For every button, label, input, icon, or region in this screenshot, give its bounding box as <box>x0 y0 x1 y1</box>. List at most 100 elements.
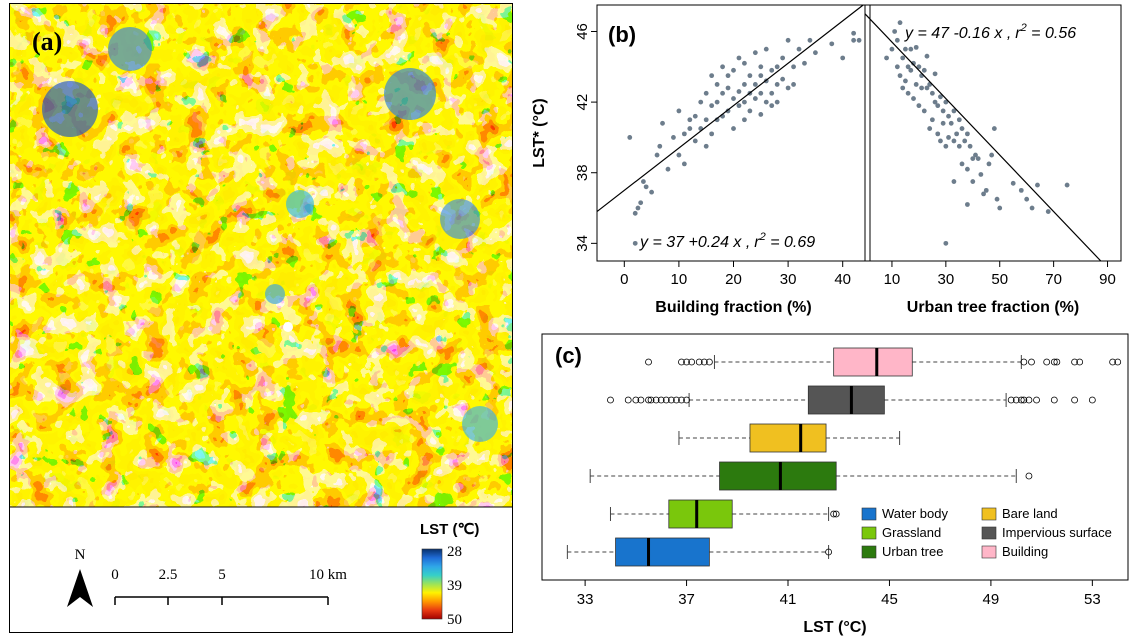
scatter-point <box>959 161 965 167</box>
scatter-point <box>742 117 747 123</box>
box-iqr <box>807 385 885 415</box>
scatter-point <box>758 90 764 96</box>
map-cool-blob <box>384 68 436 120</box>
scatter-point <box>736 55 742 61</box>
lst-legend: LST (℃) 28 39 50 <box>420 521 479 628</box>
scatter-point <box>946 113 951 119</box>
scatter-point <box>943 99 949 105</box>
box-outlier <box>652 396 660 404</box>
box-outlier <box>1025 472 1033 480</box>
scatter-point <box>632 210 638 216</box>
x-axis-label: Urban tree fraction (%) <box>907 299 1079 316</box>
scatter-point <box>911 60 916 66</box>
map-cool-blob <box>440 199 480 239</box>
scatter-point <box>703 143 709 149</box>
scatter-point <box>908 67 914 73</box>
scatter-point <box>940 108 946 114</box>
scatter-point <box>932 71 938 77</box>
scatter-point <box>802 60 807 66</box>
box-outlier <box>1053 358 1061 366</box>
lst-boxplot: (c) 33 37 41 45 49 53 LST (°C) Water body Bare la… <box>541 333 1129 636</box>
scatter-point <box>709 131 715 137</box>
scatter-point <box>905 90 911 96</box>
scatter-point <box>785 37 791 43</box>
scatter-point <box>924 85 930 91</box>
scatter-point <box>635 205 641 211</box>
scatter-point <box>725 73 731 79</box>
lst-legend-title: LST (℃) <box>420 521 479 538</box>
scatter-point <box>747 73 753 79</box>
x-axis-label: LST (°C) <box>803 619 866 636</box>
scatter-point <box>916 64 922 70</box>
scatter-point <box>951 138 957 144</box>
scatter-point <box>938 138 943 144</box>
box-outlier <box>607 396 614 404</box>
map-panel: (a) N 0 2.5 5 10 km LST (℃) 28 39 50 <box>9 3 513 633</box>
legend-label: Grassland <box>882 525 941 540</box>
scatter-point <box>758 73 764 79</box>
x-tick-label: 53 <box>1084 591 1101 608</box>
x-tick-label: 70 <box>1045 271 1062 288</box>
scatter-point <box>1018 187 1024 193</box>
scatter-point <box>774 64 780 70</box>
scatter-point <box>851 37 857 43</box>
scatter-point <box>627 135 633 140</box>
scatter-point <box>973 152 978 158</box>
legend-swatch <box>981 526 997 540</box>
scatter-point <box>956 117 962 123</box>
x-tick-label: 30 <box>937 271 954 288</box>
scatter-point <box>780 76 786 82</box>
legend-label: Building <box>1002 544 1048 559</box>
north-arrow: N <box>67 547 93 607</box>
scatter-point <box>951 179 957 184</box>
equation-value: = 0.56 <box>1027 25 1076 42</box>
y-tick-label: 42 <box>574 94 591 111</box>
box-outlier <box>645 358 652 366</box>
scatter-point <box>709 103 715 109</box>
regression-equation: y = 37 +0.24 x , r2 = 0.69 <box>639 231 815 251</box>
scatter-point <box>903 78 908 84</box>
tree-fraction-scatter: 10 30 50 70 90 Urban tree fraction (%) y = 47 … <box>864 4 1122 316</box>
scatter-point <box>785 85 791 91</box>
box-outlier <box>683 396 690 404</box>
box-outlier <box>624 396 632 404</box>
scatter-point <box>927 126 933 131</box>
scatter-point <box>1045 209 1051 214</box>
scatter-point <box>997 205 1003 211</box>
north-arrow-icon <box>67 569 93 607</box>
x-axis-label: Building fraction (%) <box>655 299 811 316</box>
box-outlier <box>688 358 696 366</box>
scatter-point <box>921 67 927 73</box>
scatter-point <box>943 240 949 246</box>
scatter-point <box>935 103 941 109</box>
y-tick-label: 46 <box>574 23 591 40</box>
scatter-point <box>643 184 649 190</box>
box-outlier <box>673 396 680 404</box>
scatter-point <box>894 37 900 43</box>
scatter-point <box>959 126 965 131</box>
scatter-point <box>709 73 715 79</box>
box-outlier <box>1020 358 1028 366</box>
scatter-point <box>892 29 898 34</box>
y-axis-label: LST* (°C) <box>531 98 548 168</box>
scatter-panel-label: (b) <box>608 22 636 47</box>
map-marker-dot <box>283 322 293 332</box>
scatter-point <box>951 108 957 114</box>
scatter-point <box>908 46 914 52</box>
box-iqr <box>833 347 913 377</box>
legend-label: Water body <box>882 506 948 521</box>
equation-value: = 0.69 <box>766 234 815 251</box>
scatter-point <box>970 156 976 162</box>
scatter-point <box>692 138 698 144</box>
scatter-point <box>905 64 911 70</box>
scatter-point <box>897 73 903 79</box>
scatter-point <box>725 108 731 114</box>
scatter-point <box>763 46 769 52</box>
box-iqr <box>615 537 710 567</box>
scatter-point <box>714 82 720 87</box>
equation-r: r <box>1015 25 1021 42</box>
scatter-point <box>742 82 747 87</box>
scatter-point <box>940 120 946 126</box>
equation-text: y = 47 -0.16 x , <box>904 25 1011 42</box>
scatter-point <box>796 46 802 52</box>
